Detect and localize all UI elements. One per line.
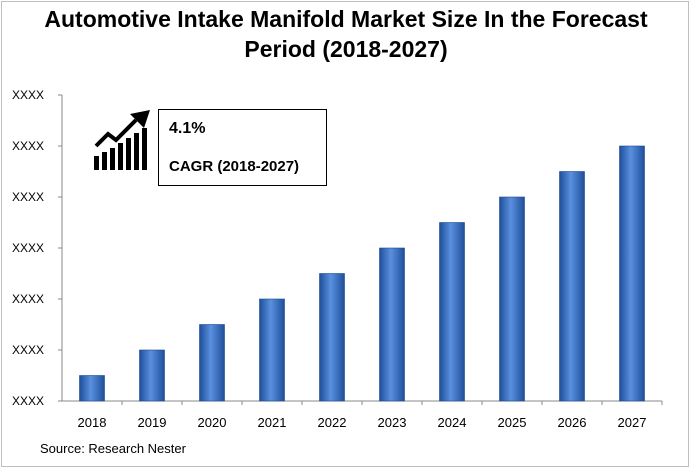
source-note: Source: Research Nester [40,441,186,456]
chart-title-line-1: Automotive Intake Manifold Market Size I… [44,6,648,32]
x-tick-label-2020: 2020 [198,415,227,430]
growth-chart-icon [94,110,150,170]
bar-2022 [319,273,345,402]
bar-2019 [139,349,165,402]
bar-2020 [199,324,225,402]
x-tick-label-2026: 2026 [558,415,587,430]
x-tick-label-2021: 2021 [258,415,287,430]
y-tick-label: XXXX [12,88,44,102]
bar-2025 [499,196,525,402]
x-tick-label-2025: 2025 [498,415,527,430]
bar-2018 [79,375,105,402]
cagr-callout: 4.1% CAGR (2018-2027) [158,109,327,186]
y-tick-label: XXXX [12,292,44,306]
y-tick-label: XXXX [12,241,44,255]
x-tick-label-2023: 2023 [378,415,407,430]
bar-2023 [379,247,405,402]
y-tick-label: XXXX [12,190,44,204]
bar-2021 [259,298,285,402]
x-tick-label-2018: 2018 [78,415,107,430]
bar-2024 [439,222,465,402]
y-tick-label: XXXX [12,394,44,408]
x-tick-label-2024: 2024 [438,415,467,430]
cagr-label: CAGR (2018-2027) [169,158,300,175]
y-tick-label: XXXX [12,343,44,357]
x-tick-label-2019: 2019 [138,415,167,430]
bar-2026 [559,171,585,402]
x-tick-label-2022: 2022 [318,415,347,430]
y-tick-label: XXXX [12,139,44,153]
x-tick-label-2027: 2027 [618,415,647,430]
chart-title: Automotive Intake Manifold Market Size I… [0,4,692,64]
bar-2027 [619,145,645,402]
cagr-value: 4.1% [169,120,206,137]
chart-title-line-2: Period (2018-2027) [244,36,448,62]
